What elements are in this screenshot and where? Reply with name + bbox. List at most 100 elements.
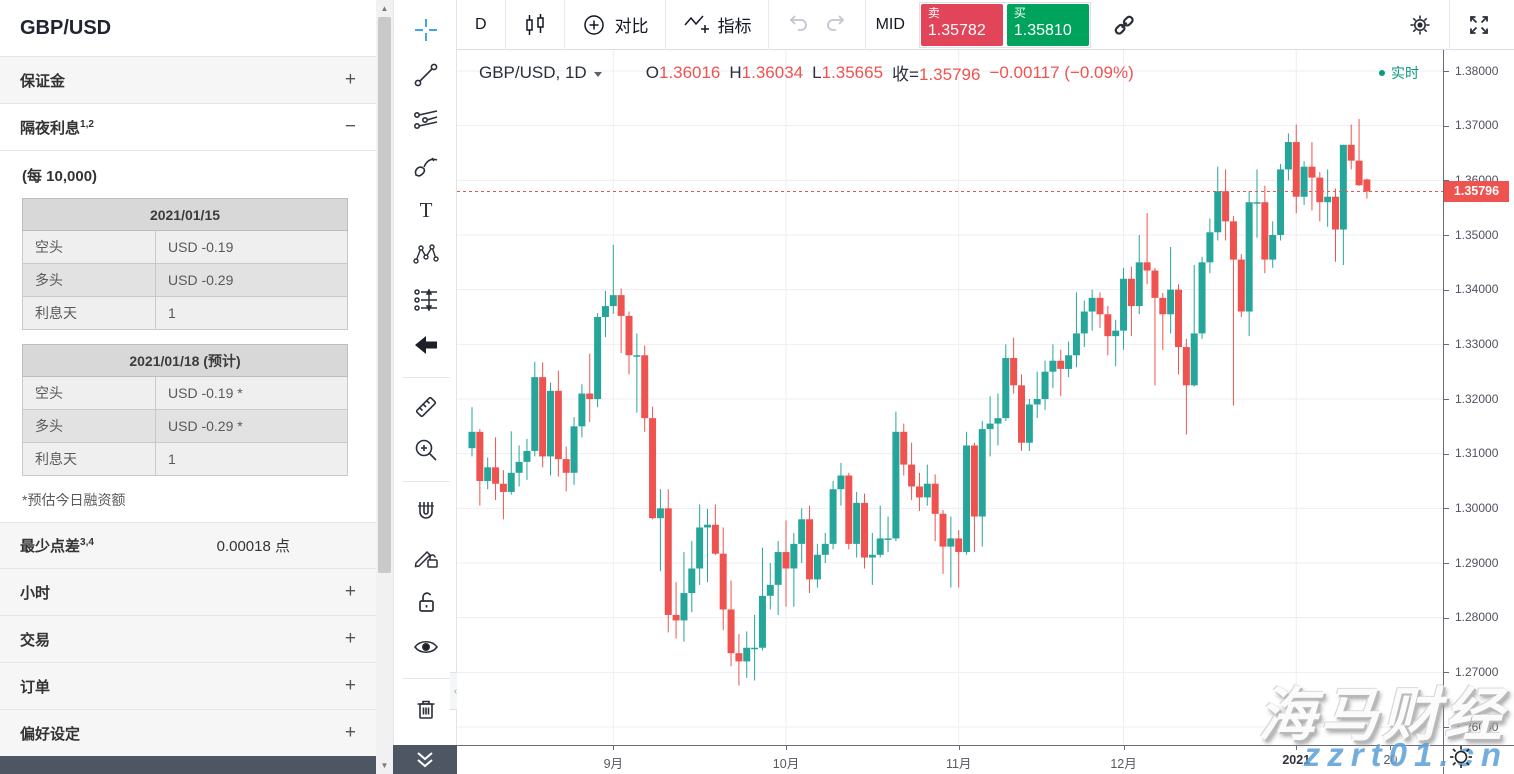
zoom-in-tool[interactable] bbox=[412, 436, 440, 464]
crosshair-icon bbox=[415, 19, 437, 41]
min-spread-superscript: 3,4 bbox=[80, 537, 94, 548]
close-label: 收= bbox=[892, 65, 919, 84]
undo-icon[interactable] bbox=[779, 13, 817, 36]
hide-drawings-tool[interactable] bbox=[412, 633, 440, 661]
price-tick-label: 1.33000 bbox=[1455, 336, 1499, 351]
time-tick-label: 2021 bbox=[1282, 753, 1311, 767]
section-preferences[interactable]: 偏好设定 + bbox=[0, 710, 376, 757]
indicators-button[interactable]: 指标 bbox=[666, 0, 768, 50]
candlestick-chart bbox=[457, 50, 1443, 745]
chart-style-button[interactable] bbox=[506, 0, 564, 50]
price-tick-mark bbox=[1444, 344, 1449, 346]
time-tick-mark bbox=[958, 746, 960, 750]
settings-button[interactable] bbox=[1391, 0, 1449, 50]
buy-button[interactable]: 买 1.35810 bbox=[1006, 3, 1089, 46]
compare-label: 对比 bbox=[614, 17, 649, 36]
time-tick-mark bbox=[786, 746, 787, 750]
crosshair-tool[interactable] bbox=[412, 16, 440, 44]
measure-tool[interactable] bbox=[412, 393, 440, 421]
toolbar-separator bbox=[1449, 0, 1450, 50]
price-tick-mark bbox=[1444, 71, 1449, 72]
pitchfork-icon bbox=[413, 110, 438, 129]
sell-button[interactable]: 卖 1.35782 bbox=[920, 3, 1003, 46]
chevron-down-icon bbox=[593, 71, 602, 77]
fullscreen-icon bbox=[1470, 15, 1488, 34]
section-hours[interactable]: 小时 + bbox=[0, 569, 376, 616]
toolbar-separator bbox=[767, 0, 769, 50]
xabcd-pattern-icon bbox=[413, 244, 439, 264]
interval-button[interactable]: D bbox=[475, 15, 487, 33]
time-tick-label: 11月 bbox=[945, 757, 972, 771]
high-value: 1.36034 bbox=[741, 62, 804, 82]
arrow-back-tool[interactable] bbox=[412, 331, 440, 359]
expand-icon: + bbox=[344, 69, 356, 90]
price-axis[interactable]: 1.35796 1.38000 1.37000 1.36000 1.35000 1.34… bbox=[1443, 50, 1514, 745]
axis-corner-line bbox=[1443, 746, 1444, 774]
price-tick-label: 1.34000 bbox=[1455, 282, 1499, 297]
toolbar-divider bbox=[402, 481, 450, 482]
redo-icon[interactable] bbox=[817, 13, 855, 36]
toolbar-separator bbox=[664, 0, 666, 50]
chart-plot[interactable]: GBP/USD, 1D O1.36016 H1.36034 L1.35665 收… bbox=[457, 50, 1443, 745]
swap-cell: 多头 bbox=[22, 409, 156, 443]
swap-table-date: 2021/01/18 (预计) bbox=[22, 344, 348, 377]
lock-all-tool[interactable] bbox=[412, 588, 440, 616]
undo-redo-group bbox=[769, 13, 865, 36]
toolbar-divider bbox=[402, 377, 450, 378]
price-tick-mark bbox=[1444, 289, 1449, 291]
current-price-label: 1.35796 bbox=[1444, 180, 1509, 202]
scroll-down-icon[interactable]: ▼ bbox=[380, 761, 389, 770]
magnet-tool[interactable] bbox=[412, 498, 440, 526]
brush-tool[interactable] bbox=[412, 151, 440, 179]
forecast-tool[interactable] bbox=[412, 286, 440, 314]
low-label: L bbox=[812, 62, 822, 82]
swap-table-estimated: 2021/01/18 (预计) 空头 USD -0.19 * 多头 USD -0.2… bbox=[22, 344, 348, 476]
symbol-label: GBP/USD, 1D bbox=[479, 62, 587, 82]
realtime-dot-icon bbox=[1379, 70, 1385, 76]
panel-scrollbar[interactable]: ▲ ▼ bbox=[376, 0, 393, 774]
price-tick-mark bbox=[1444, 563, 1449, 564]
section-orders[interactable]: 订单 + bbox=[0, 663, 376, 710]
fullscreen-button[interactable] bbox=[1450, 0, 1508, 50]
chart-legend: GBP/USD, 1D O1.36016 H1.36034 L1.35665 收… bbox=[479, 60, 1143, 85]
price-tick-label: 1.37000 bbox=[1455, 118, 1499, 133]
swap-cell: USD -0.19 bbox=[155, 230, 348, 264]
scrollbar-thumb[interactable] bbox=[378, 17, 391, 573]
pencil-lock-icon bbox=[414, 550, 438, 568]
time-axis[interactable]: 9月 10月 11月 12月 2021 20 bbox=[457, 745, 1514, 774]
sell-label: 卖 bbox=[927, 5, 940, 20]
section-margin[interactable]: 保证金 + bbox=[0, 57, 376, 104]
instrument-info-panel: GBP/USD 保证金 + 隔夜利息1,2 − (每 10,000) 2021/… bbox=[0, 0, 376, 774]
chart-region: D 对比 指标 bbox=[457, 0, 1514, 774]
pitchfork-tool[interactable] bbox=[412, 106, 440, 134]
realtime-badge: 实时 bbox=[1379, 63, 1419, 83]
remove-drawings-tool[interactable] bbox=[412, 695, 440, 723]
time-tick-label: 12月 bbox=[1110, 757, 1137, 771]
gear-icon bbox=[1410, 15, 1430, 34]
indicators-label: 指标 bbox=[717, 17, 752, 36]
drawing-lock-tool[interactable] bbox=[412, 543, 440, 571]
text-tool[interactable]: T bbox=[412, 196, 440, 224]
pattern-tool[interactable] bbox=[412, 240, 440, 268]
price-tick-mark bbox=[1444, 508, 1449, 510]
instrument-title: GBP/USD bbox=[0, 0, 376, 57]
compare-button[interactable]: 对比 bbox=[565, 0, 665, 50]
symbol-selector[interactable]: GBP/USD, 1D bbox=[479, 63, 602, 83]
low-value: 1.35665 bbox=[821, 62, 884, 82]
price-tick-mark bbox=[1444, 617, 1449, 619]
section-overnight-interest[interactable]: 隔夜利息1,2 − bbox=[0, 104, 376, 151]
drawing-toolbar: T bbox=[393, 0, 457, 774]
min-spread-label: 最少点差 bbox=[20, 538, 81, 555]
trash-icon bbox=[417, 700, 435, 719]
collapse-panel-button[interactable] bbox=[393, 745, 457, 774]
link-order-panel-button[interactable] bbox=[1091, 0, 1157, 50]
section-trading[interactable]: 交易 + bbox=[0, 616, 376, 663]
scroll-up-icon[interactable]: ▲ bbox=[380, 4, 389, 13]
trend-line-tool[interactable] bbox=[412, 61, 440, 89]
price-tick-mark bbox=[1444, 672, 1449, 674]
swap-table-current: 2021/01/15 空头 USD -0.19 多头 USD -0.29 利息天 1 bbox=[22, 198, 348, 330]
price-tick-label: 1.35000 bbox=[1455, 227, 1499, 242]
open-value: 1.36016 bbox=[658, 62, 721, 82]
price-tick-label: 1.29000 bbox=[1455, 555, 1499, 570]
